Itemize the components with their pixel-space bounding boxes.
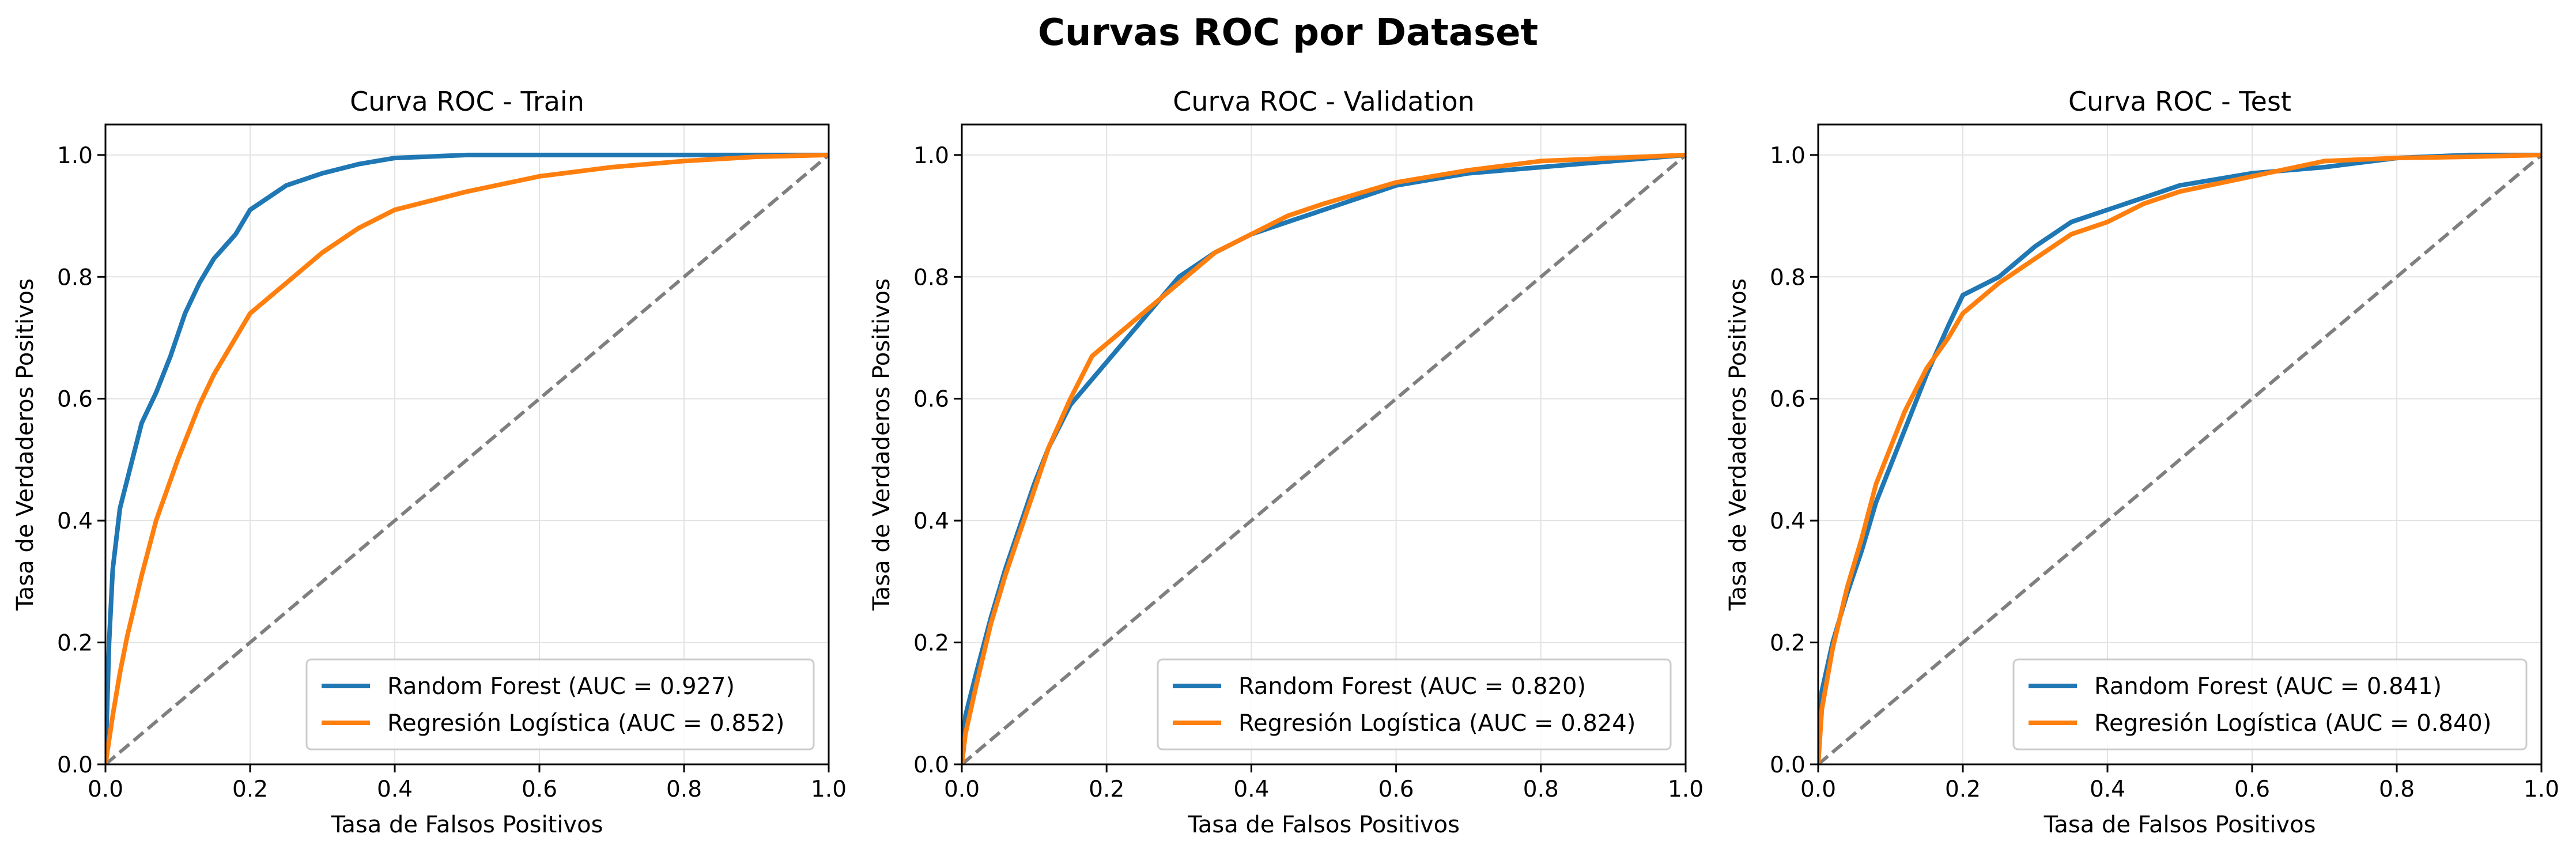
legend-label: Regresión Logística (AUC = 0.824) [1238, 710, 1636, 737]
y-axis-label: Tasa de Verdaderos Positivos [1725, 278, 1751, 611]
plot-area [105, 125, 829, 764]
legend: Random Forest (AUC = 0.841) Regresión Log… [2012, 658, 2528, 751]
y-tick-label: 0.2 [913, 631, 949, 657]
y-tick-label: 1.0 [1770, 143, 1806, 169]
x-tick-label: 0.0 [88, 776, 123, 802]
x-tick-label: 1.0 [2524, 776, 2559, 802]
x-axis-label: Tasa de Falsos Positivos [1187, 812, 1460, 838]
diagonal-reference-line [962, 153, 1687, 764]
x-tick-label: 0.2 [1089, 776, 1124, 802]
roc-curve-line [105, 152, 829, 764]
legend-label: Regresión Logística (AUC = 0.852) [387, 710, 784, 737]
chart-title: Curva ROC - Validation [1173, 86, 1475, 117]
y-tick-label: 0.4 [1770, 508, 1806, 534]
y-tick-label: 0.8 [913, 265, 949, 291]
plot-frame [1817, 123, 2543, 766]
grid-lines [1818, 125, 2542, 765]
figure-title: Curvas ROC por Dataset [1038, 12, 1538, 54]
y-tick-label: 0.2 [1770, 631, 1806, 657]
y-tick-label: 1.0 [913, 143, 949, 169]
y-tick-label: 1.0 [57, 143, 93, 169]
chart-title: Curva ROC - Test [2068, 86, 2291, 117]
x-tick-label: 0.6 [522, 776, 557, 802]
x-tick-label: 1.0 [811, 776, 847, 802]
y-axis-label: Tasa de Verdaderos Positivos [12, 278, 39, 611]
y-tick-label: 0.2 [57, 631, 93, 657]
roc-panels: 0.0 0.2 0.4 0.6 0.8 1.0 0.0 0.2 0.4 0.6 0.8 1.0 Curv… [12, 86, 2559, 838]
roc-panel: 0.0 0.2 0.4 0.6 0.8 1.0 0.0 0.2 0.4 0.6 0.8 1.0 Curv… [1725, 86, 2559, 838]
y-tick-label: 0.4 [913, 508, 949, 534]
legend-label: Random Forest (AUC = 0.820) [1238, 673, 1586, 700]
x-tick-label: 0.8 [2379, 776, 2415, 802]
y-tick-label: 0.0 [913, 752, 949, 778]
x-tick-label: 0.6 [2234, 776, 2270, 802]
plot-area [1818, 125, 2541, 764]
y-tick-label: 0.4 [57, 508, 93, 534]
legend: Random Forest (AUC = 0.927) Regresión Log… [305, 658, 815, 751]
legend: Random Forest (AUC = 0.820) Regresión Log… [1157, 658, 1672, 751]
chart-title: Curva ROC - Train [350, 86, 584, 117]
y-tick-label: 0.8 [1770, 265, 1806, 291]
x-tick-label: 0.8 [666, 776, 702, 802]
roc-panel: 0.0 0.2 0.4 0.6 0.8 1.0 0.0 0.2 0.4 0.6 0.8 1.0 Curv… [868, 86, 1704, 838]
y-tick-label: 0.6 [57, 387, 93, 413]
plot-area [962, 125, 1686, 764]
legend-box [1157, 658, 1672, 751]
series-group [962, 152, 1687, 764]
diagonal-reference-line [1818, 153, 2543, 764]
y-tick-label: 0.6 [1770, 387, 1806, 413]
y-axis-label: Tasa de Verdaderos Positivos [868, 278, 895, 611]
x-axis-label: Tasa de Falsos Positivos [331, 812, 603, 838]
x-tick-label: 1.0 [1668, 776, 1704, 802]
diagonal-reference-line [105, 153, 830, 764]
x-tick-label: 0.8 [1523, 776, 1559, 802]
x-tick-label: 0.0 [1800, 776, 1836, 802]
x-tick-label: 0.4 [1233, 776, 1269, 802]
legend-label: Random Forest (AUC = 0.927) [387, 673, 735, 700]
y-tick-label: 0.0 [57, 752, 93, 778]
roc-curve-line [105, 152, 829, 764]
y-tick-label: 0.6 [913, 387, 949, 413]
plot-frame [961, 123, 1687, 766]
y-tick-label: 0.0 [1770, 752, 1806, 778]
grid-lines [105, 125, 829, 765]
x-tick-label: 0.6 [1378, 776, 1414, 802]
legend-box [305, 658, 815, 751]
x-tick-label: 0.0 [944, 776, 980, 802]
y-tick-label: 0.8 [57, 265, 93, 291]
roc-panel: 0.0 0.2 0.4 0.6 0.8 1.0 0.0 0.2 0.4 0.6 0.8 1.0 Curv… [12, 86, 847, 838]
x-tick-label: 0.2 [232, 776, 268, 802]
roc-curve-line [962, 152, 1686, 764]
legend-label: Regresión Logística (AUC = 0.840) [2094, 710, 2491, 737]
plot-frame [104, 123, 830, 766]
series-group [105, 152, 830, 764]
x-tick-label: 0.4 [377, 776, 413, 802]
x-axis-label: Tasa de Falsos Positivos [2044, 812, 2316, 838]
legend-label: Random Forest (AUC = 0.841) [2094, 673, 2442, 700]
x-tick-label: 0.2 [1945, 776, 1981, 802]
series-group [1818, 152, 2543, 764]
legend-box [2012, 658, 2528, 751]
x-tick-label: 0.4 [2090, 776, 2125, 802]
roc-curve-line [1818, 152, 2542, 764]
